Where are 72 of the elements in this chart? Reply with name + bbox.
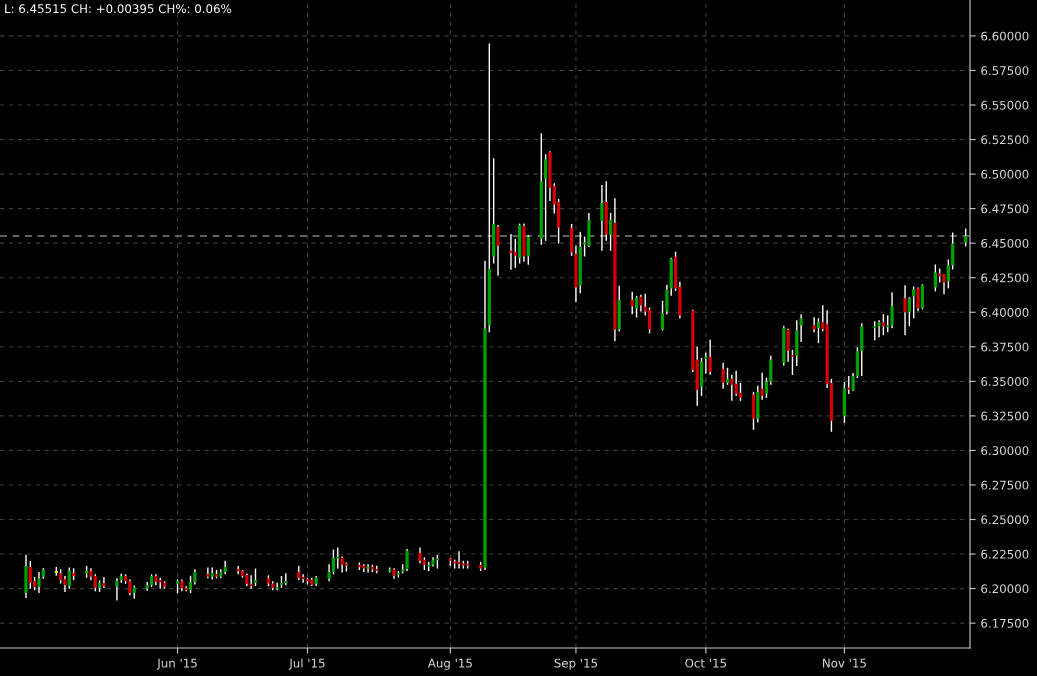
y-tick-label: 6.32500	[981, 411, 1029, 421]
candlestick	[206, 566, 210, 580]
y-tick-label: 6.50000	[981, 169, 1029, 179]
candlestick	[920, 283, 924, 310]
y-tick-label: 6.27500	[981, 480, 1029, 490]
y-tick-label: 6.25000	[981, 515, 1029, 525]
x-tick-label: Sep '15	[554, 658, 598, 670]
candlestick	[873, 320, 877, 341]
candlestick	[366, 563, 370, 574]
candlestick	[249, 574, 253, 590]
candlestick	[544, 153, 548, 242]
candlestick	[37, 571, 41, 594]
y-tick-label: 6.60000	[981, 31, 1029, 41]
y-tick-label: 6.22500	[981, 549, 1029, 559]
candlestick	[799, 313, 803, 343]
candlestick	[907, 296, 911, 327]
candlestick	[63, 575, 67, 593]
candlestick	[912, 285, 916, 319]
candlestick	[608, 212, 613, 252]
candlestick	[405, 548, 409, 572]
y-tick-label: 6.17500	[981, 618, 1029, 628]
y-tick-label: 6.20000	[981, 584, 1029, 594]
candlestick	[816, 317, 821, 344]
candlestick	[790, 349, 795, 376]
y-tick-label: 6.55000	[981, 100, 1029, 110]
candlestick	[730, 374, 734, 402]
x-tick-label: Jun '15	[156, 658, 197, 670]
candlestick	[600, 184, 604, 252]
candlestick	[28, 560, 32, 590]
candlestick	[496, 224, 500, 277]
x-tick-label: Oct '15	[685, 658, 727, 668]
y-tick-label: 6.37500	[981, 342, 1029, 352]
y-tick-label: 6.30000	[981, 446, 1029, 456]
candlestick	[102, 576, 106, 589]
candlestick	[760, 372, 764, 401]
candlestick	[916, 286, 920, 312]
y-tick-label: 6.40000	[981, 307, 1029, 317]
candlestick	[67, 566, 71, 590]
candlestick	[933, 263, 937, 293]
y-tick-label: 6.42500	[981, 273, 1029, 283]
candlestick	[734, 370, 738, 397]
y-tick-label: 6.35000	[981, 377, 1029, 386]
candlestick	[721, 362, 725, 390]
candlestick	[890, 291, 894, 329]
candlestick	[275, 582, 279, 591]
candlestick	[786, 328, 790, 363]
candlestick	[236, 565, 240, 576]
candlestick	[509, 233, 513, 271]
candlestick	[877, 319, 881, 338]
candlestick	[340, 555, 344, 574]
candlestick	[942, 273, 946, 295]
y-tick-label: 6.52500	[981, 135, 1029, 145]
candlestick	[513, 238, 517, 269]
candlestick	[951, 231, 955, 271]
y-tick-label: 6.45000	[981, 238, 1029, 248]
candlestick	[665, 284, 669, 316]
y-tick-label: 6.47500	[981, 204, 1029, 214]
candlestick	[769, 355, 773, 386]
candlestick	[881, 313, 886, 336]
candlestick	[946, 258, 950, 290]
candlestick	[708, 339, 712, 376]
candlestick	[457, 550, 461, 570]
annotation: L: 6.45515 CH: +0.00395 CH%: 0.06%	[5, 4, 232, 14]
x-tick-label: Aug '15	[427, 658, 472, 670]
x-tick-label: Nov '15	[823, 658, 866, 668]
candlestick	[812, 316, 816, 333]
candlestick	[903, 284, 907, 336]
candlestick	[331, 548, 336, 576]
x-tick-label: Jul '15	[288, 658, 325, 670]
candlestick	[115, 577, 119, 602]
y-tick-label: 6.57500	[981, 66, 1029, 76]
candlestick	[764, 377, 769, 399]
